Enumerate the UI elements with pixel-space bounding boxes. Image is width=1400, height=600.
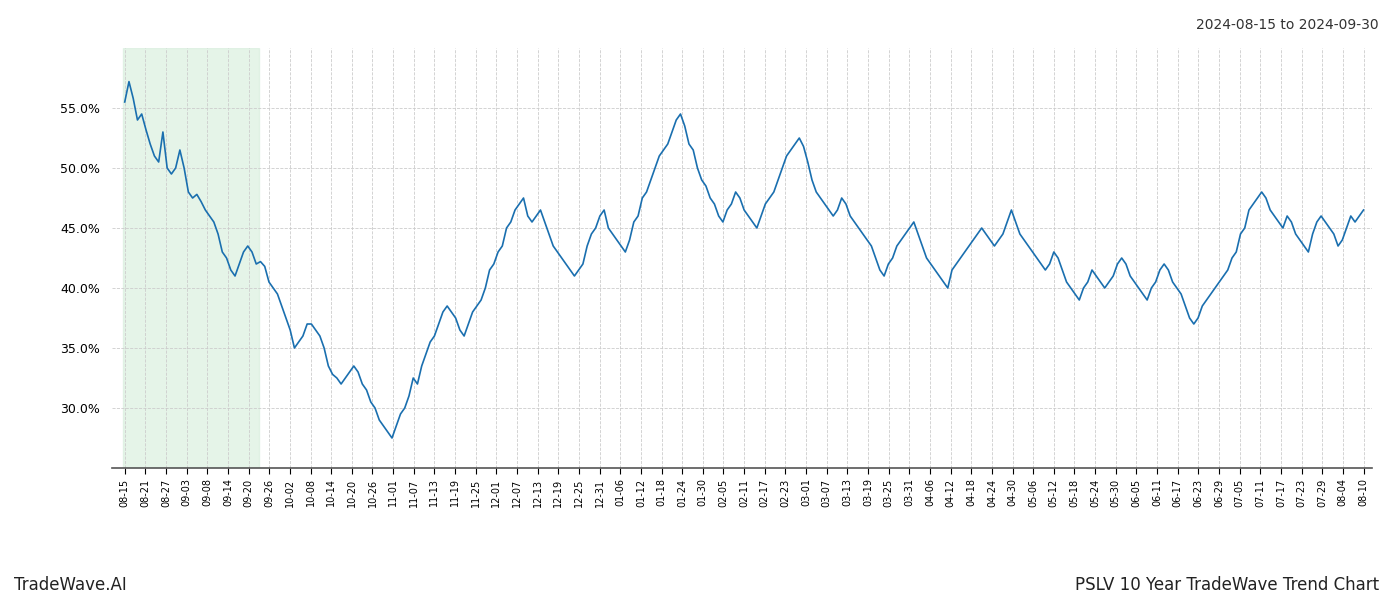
Text: TradeWave.AI: TradeWave.AI — [14, 576, 127, 594]
Bar — [123, 48, 259, 468]
Text: PSLV 10 Year TradeWave Trend Chart: PSLV 10 Year TradeWave Trend Chart — [1075, 576, 1379, 594]
Text: 2024-08-15 to 2024-09-30: 2024-08-15 to 2024-09-30 — [1197, 18, 1379, 32]
